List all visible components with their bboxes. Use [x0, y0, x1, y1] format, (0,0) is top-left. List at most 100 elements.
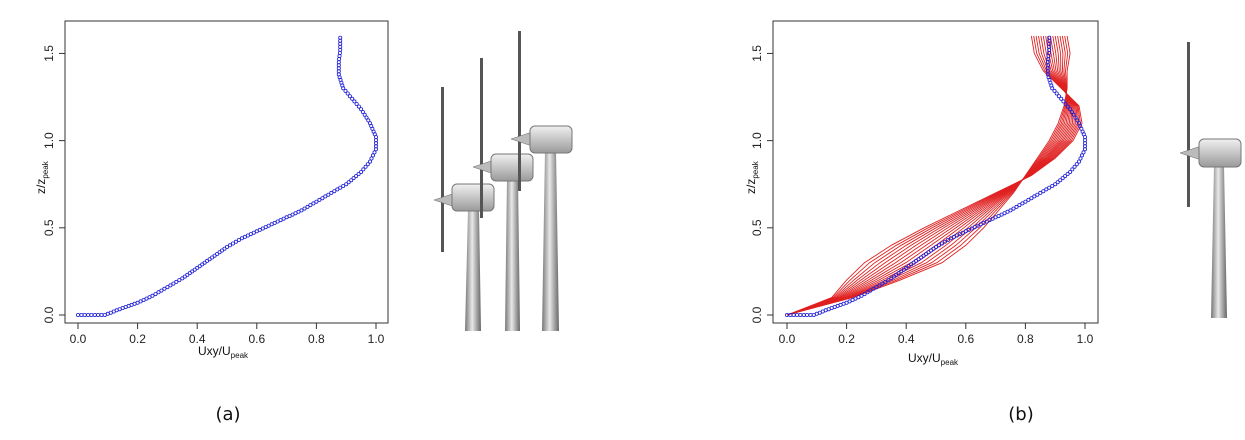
data-point [343, 88, 348, 93]
data-point [1073, 115, 1078, 120]
data-point [1063, 174, 1068, 179]
data-point [883, 279, 888, 284]
wind-turbine-icon [1179, 42, 1242, 318]
wind-turbine-icon [510, 31, 573, 331]
data-point [230, 241, 235, 246]
data-point [798, 312, 803, 317]
data-point [1026, 197, 1031, 202]
data-point [224, 244, 229, 249]
data-point [1063, 102, 1068, 107]
data-point [326, 192, 331, 197]
data-point [1014, 204, 1019, 209]
data-point [82, 312, 87, 317]
data-point [877, 283, 882, 288]
profile-line [786, 35, 1078, 316]
data-point [1032, 194, 1037, 199]
data-point [177, 278, 182, 283]
x-tick-label: 0.6 [957, 332, 974, 346]
data-point [215, 251, 220, 256]
data-point [795, 312, 800, 317]
data-point [1077, 121, 1082, 126]
data-point [361, 167, 366, 172]
data-point [1071, 112, 1076, 117]
y-tick-label: 0.0 [42, 306, 56, 323]
data-point [150, 293, 155, 298]
data-point [192, 267, 197, 272]
data-point [337, 51, 342, 56]
data-point [1060, 176, 1065, 181]
data-point [76, 312, 81, 317]
data-point [874, 285, 879, 290]
data-point [352, 99, 357, 104]
profile-line [786, 35, 1081, 316]
data-point [338, 35, 343, 40]
data-point [862, 292, 867, 297]
data-point [1080, 153, 1085, 158]
axis-ticks-a: 0.0 0.2 0.4 0.6 0.8 1.0 0.0 0.5 1.0 1.5 [42, 45, 385, 346]
data-point [1075, 118, 1080, 123]
data-point [202, 260, 207, 265]
data-point [1074, 162, 1079, 167]
data-point [1041, 189, 1046, 194]
data-point [805, 312, 810, 317]
data-point [1065, 104, 1070, 109]
panel-a: 0.0 0.2 0.4 0.6 0.8 1.0 0.0 0.5 1.0 1.5 Uxy/Upeak… [34, 20, 389, 425]
data-point [174, 279, 179, 284]
wind-turbine-icon [472, 58, 534, 331]
data-point [868, 288, 873, 293]
wind-turbines-illustration [433, 31, 573, 331]
data-point [335, 187, 340, 192]
data-point [366, 118, 371, 123]
data-point [345, 91, 350, 96]
data-point [937, 243, 942, 248]
data-point [1072, 164, 1077, 169]
data-point [919, 255, 924, 260]
data-point [350, 96, 355, 101]
y-tick-label: 1.0 [750, 132, 764, 149]
data-point [359, 107, 364, 112]
data-point [302, 206, 307, 211]
data-point [1069, 110, 1074, 115]
data-point [1056, 94, 1061, 99]
plot-frame-b [772, 20, 1099, 324]
data-point [354, 174, 359, 179]
profile-line [786, 35, 1070, 316]
data-point [347, 94, 352, 99]
y-tick-label: 0.5 [750, 219, 764, 236]
data-point [1052, 88, 1057, 93]
data-point [79, 312, 84, 317]
y-axis-label-a: z/zpeak [34, 160, 50, 194]
data-point [92, 312, 97, 317]
panel-caption-b: (b) [1008, 404, 1033, 425]
data-point [1035, 192, 1040, 197]
data-point [1065, 171, 1070, 176]
data-point [356, 104, 361, 109]
data-point [906, 264, 911, 269]
data-point [341, 183, 346, 188]
x-tick-label: 0.4 [189, 332, 206, 346]
data-point [934, 244, 939, 249]
data-point [236, 237, 241, 242]
data-point [367, 121, 372, 126]
data-point [1077, 159, 1082, 164]
x-tick-label: 1.0 [1077, 332, 1094, 346]
data-point [171, 281, 176, 286]
data-point [362, 112, 367, 117]
x-tick-label: 0.0 [70, 332, 87, 346]
data-point [168, 283, 173, 288]
data-point [311, 201, 316, 206]
y-tick-label: 0.5 [42, 219, 56, 236]
data-point [1078, 156, 1083, 161]
x-tick-label: 0.6 [248, 332, 265, 346]
data-point [86, 312, 91, 317]
data-point [363, 164, 368, 169]
data-point [360, 110, 365, 115]
profile-line [786, 35, 1077, 316]
data-point [1047, 35, 1052, 40]
y-tick-label: 1.5 [750, 45, 764, 62]
data-point [370, 153, 375, 158]
x-tick-label: 0.8 [1017, 332, 1034, 346]
data-point [945, 237, 950, 242]
data-point [1011, 206, 1016, 211]
data-point [308, 203, 313, 208]
